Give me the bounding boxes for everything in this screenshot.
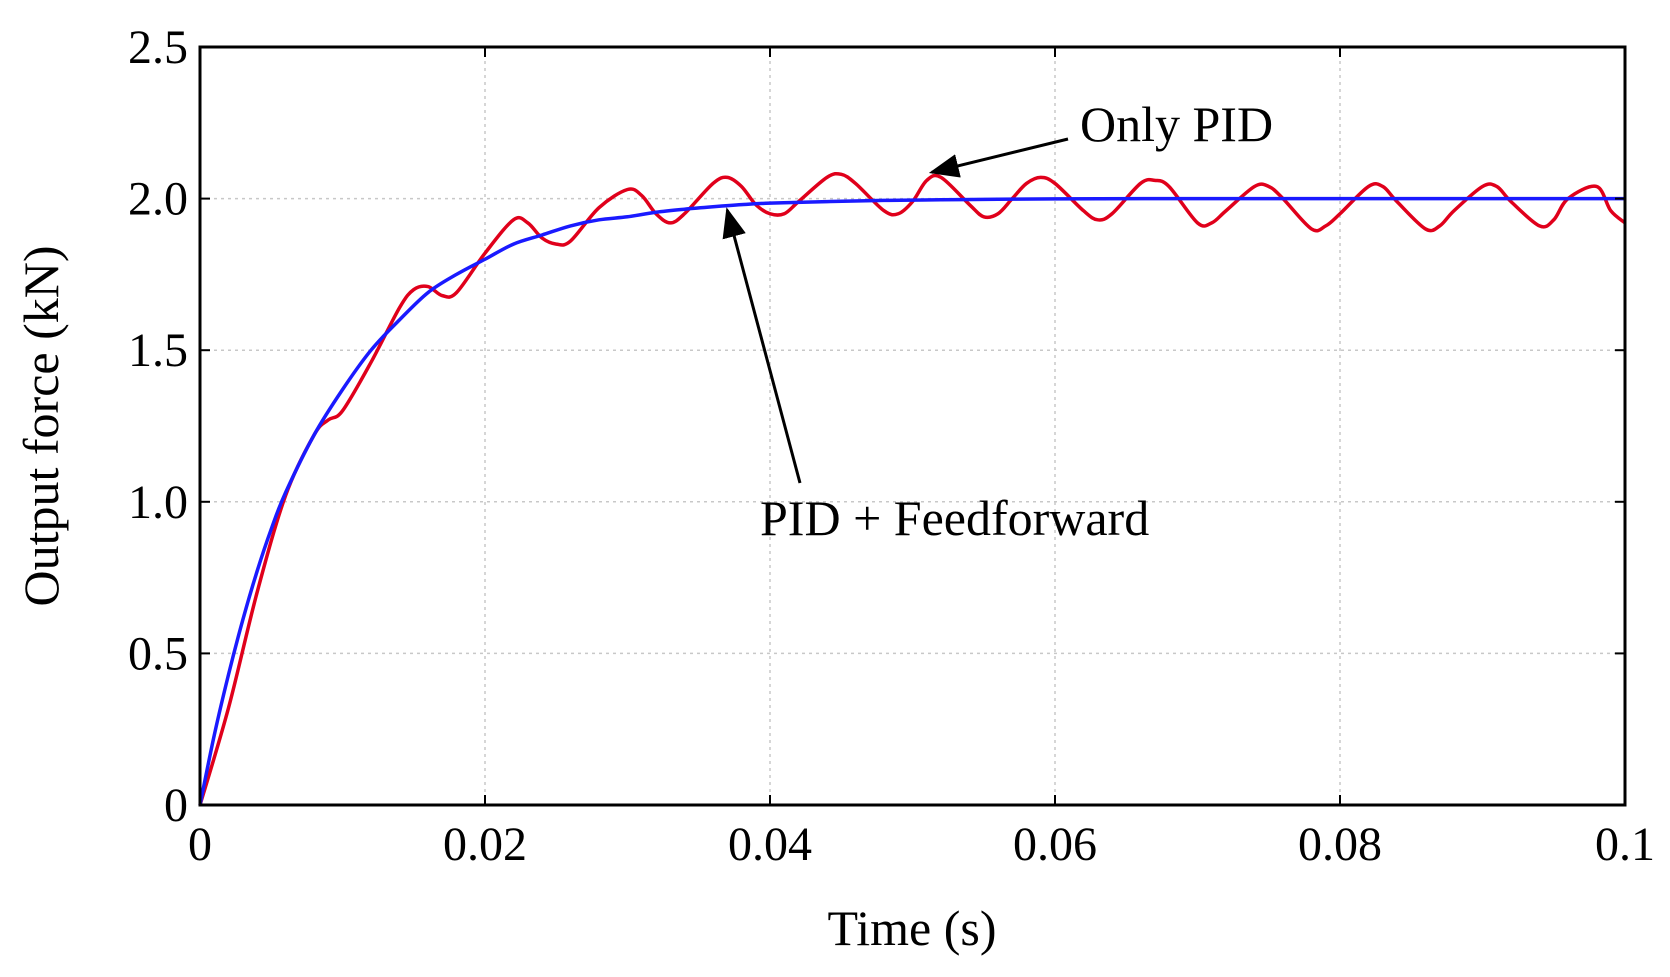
- x-tick-label: 0.04: [728, 818, 812, 871]
- series-line-only-pid: [198, 171, 1627, 806]
- annotations: Only PID PID + Feedforward: [722, 96, 1273, 546]
- annotation-pid-feedforward-label: PID + Feedforward: [760, 490, 1149, 546]
- x-tick-label: 0.06: [1013, 818, 1097, 871]
- grid-lines: [200, 47, 1625, 805]
- x-axis-title: Time (s): [827, 900, 996, 956]
- annotation-only-pid-label: Only PID: [1080, 96, 1273, 152]
- series-line-pid-feedforward: [198, 196, 1625, 806]
- x-tick-label: 0.08: [1298, 818, 1382, 871]
- annotation-pid-feedforward-arrow: [722, 207, 802, 484]
- y-tick-label: 0.5: [128, 627, 188, 680]
- y-tick-label: 2.0: [128, 173, 188, 226]
- plot-frame: [198, 45, 1627, 807]
- y-tick-label: 2.5: [128, 21, 188, 74]
- y-tick-label: 1.0: [128, 476, 188, 529]
- annotation-only-pid-arrow: [928, 137, 1069, 178]
- y-tick-label: 1.5: [128, 324, 188, 377]
- series-layer: [198, 171, 1627, 806]
- y-axis-title: Output force (kN): [13, 246, 69, 607]
- y-tick-label: 0: [164, 779, 188, 832]
- axis-ticks: 0 0.02 0.04 0.06 0.08 0.1 0 0.5 1.0 1.5 2.0 2.5: [128, 21, 1655, 871]
- x-tick-label: 0: [188, 818, 212, 871]
- x-tick-label: 0.1: [1595, 818, 1655, 871]
- x-tick-label: 0.02: [443, 818, 527, 871]
